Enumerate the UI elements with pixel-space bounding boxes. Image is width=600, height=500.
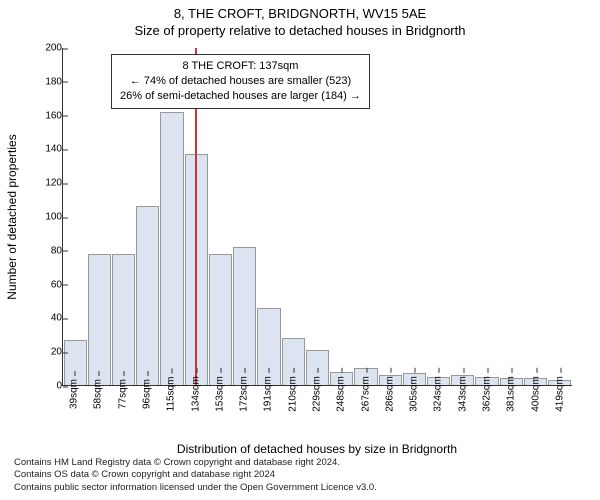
histogram-bar bbox=[209, 254, 232, 385]
x-tick: 153sqm bbox=[214, 376, 225, 412]
y-tick: 160 bbox=[38, 110, 62, 121]
histogram-plot-area: 8 THE CROFT: 137sqm ← 74% of detached ho… bbox=[62, 48, 572, 386]
x-tick: 210sqm bbox=[287, 376, 298, 412]
histogram-bar bbox=[136, 206, 159, 385]
y-axis-ticks: 020406080100120140160180200 bbox=[38, 48, 62, 386]
y-tick: 60 bbox=[38, 279, 62, 290]
x-tick: 362sqm bbox=[482, 376, 493, 412]
y-tick: 20 bbox=[38, 347, 62, 358]
annotation-line-2: ← 74% of detached houses are smaller (52… bbox=[120, 74, 361, 89]
annotation-line-1: 8 THE CROFT: 137sqm bbox=[120, 59, 361, 74]
x-tick: 305sqm bbox=[409, 376, 420, 412]
x-tick: 343sqm bbox=[457, 376, 468, 412]
histogram-bar bbox=[257, 308, 280, 386]
x-tick: 191sqm bbox=[263, 376, 274, 412]
y-tick: 100 bbox=[38, 212, 62, 223]
x-tick: 286sqm bbox=[384, 376, 395, 412]
x-tick: 134sqm bbox=[190, 376, 201, 412]
x-axis-label: Distribution of detached houses by size … bbox=[62, 442, 572, 456]
x-tick: 58sqm bbox=[93, 379, 104, 409]
histogram-bar bbox=[233, 247, 256, 385]
caption-line-1: Contains HM Land Registry data © Crown c… bbox=[14, 457, 377, 469]
caption-line-3: Contains public sector information licen… bbox=[14, 482, 377, 494]
x-tick: 267sqm bbox=[360, 376, 371, 412]
annotation-box: 8 THE CROFT: 137sqm ← 74% of detached ho… bbox=[111, 54, 370, 109]
page-title: 8, THE CROFT, BRIDGNORTH, WV15 5AE bbox=[0, 0, 600, 23]
y-tick: 80 bbox=[38, 245, 62, 256]
y-tick: 120 bbox=[38, 178, 62, 189]
histogram-bar bbox=[112, 254, 135, 385]
y-tick: 200 bbox=[38, 43, 62, 54]
attribution-caption: Contains HM Land Registry data © Crown c… bbox=[14, 457, 377, 494]
x-tick: 419sqm bbox=[554, 376, 565, 412]
caption-line-2: Contains OS data © Crown copyright and d… bbox=[14, 469, 377, 481]
y-tick: 0 bbox=[38, 381, 62, 392]
x-tick: 400sqm bbox=[530, 376, 541, 412]
x-tick: 229sqm bbox=[312, 376, 323, 412]
x-axis-ticks: 39sqm58sqm77sqm96sqm115sqm134sqm153sqm17… bbox=[62, 386, 572, 442]
chart-subtitle: Size of property relative to detached ho… bbox=[0, 23, 600, 44]
histogram-bar bbox=[160, 112, 183, 385]
x-tick: 115sqm bbox=[166, 377, 177, 412]
x-tick: 248sqm bbox=[336, 376, 347, 412]
x-tick: 172sqm bbox=[239, 376, 250, 412]
x-tick: 381sqm bbox=[506, 376, 517, 412]
x-tick: 96sqm bbox=[142, 379, 153, 409]
y-tick: 180 bbox=[38, 76, 62, 87]
y-tick: 140 bbox=[38, 144, 62, 155]
y-axis-label: Number of detached properties bbox=[5, 134, 19, 299]
annotation-line-3: 26% of semi-detached houses are larger (… bbox=[120, 89, 361, 104]
histogram-bar bbox=[88, 254, 111, 385]
x-tick: 77sqm bbox=[117, 379, 128, 409]
y-tick: 40 bbox=[38, 313, 62, 324]
x-tick: 324sqm bbox=[433, 376, 444, 412]
x-tick: 39sqm bbox=[69, 379, 80, 409]
